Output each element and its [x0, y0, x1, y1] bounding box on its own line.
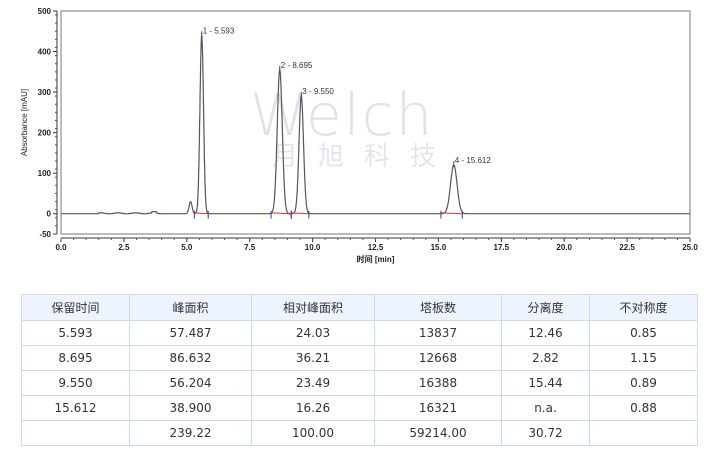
table-cell: 36.21: [251, 345, 375, 371]
table-row: 8.695 86.632 36.21 12668 2.82 1.15: [21, 345, 698, 371]
table-cell: 1.15: [589, 345, 698, 371]
table-cell: 15.44: [501, 370, 590, 396]
table-cell: 86.632: [129, 345, 252, 371]
y-tick-label: 300: [38, 88, 52, 97]
table-row: 239.22 100.00 59214.00 30.72: [21, 420, 698, 446]
table-cell: 23.49: [251, 370, 375, 396]
table-cell: 100.00: [251, 420, 375, 446]
x-tick-label: 12.5: [368, 243, 384, 252]
table-cell: 12668: [374, 345, 502, 371]
y-tick-label: -50: [39, 230, 51, 239]
signal-trace: [61, 35, 690, 215]
table-cell: n.a.: [501, 395, 590, 421]
header-asymmetry: 不对称度: [589, 294, 698, 321]
table-cell: [589, 420, 698, 446]
y-axis-label: Absorbance [mAU]: [20, 89, 29, 156]
watermark-logo: Welch: [250, 81, 434, 149]
table-cell: 9.550: [21, 370, 130, 396]
peak-baseline: [440, 212, 463, 215]
table-cell: 0.89: [589, 370, 698, 396]
table-header-row: 保留时间 峰面积 相对峰面积 塔板数 分离度 不对称度: [21, 294, 698, 321]
header-resolution: 分离度: [501, 294, 590, 321]
x-tick-label: 2.5: [118, 243, 130, 252]
x-tick-label: 0.0: [55, 243, 67, 252]
watermark-subtext: 月旭科技: [272, 142, 456, 172]
table-cell: 0.88: [589, 395, 698, 421]
x-tick-label: 20.0: [556, 243, 572, 252]
peak-label: 3 - 9.550: [302, 87, 334, 96]
table-cell: 13837: [374, 320, 502, 346]
table-cell: 16.26: [251, 395, 375, 421]
x-tick-label: 15.0: [431, 243, 447, 252]
y-tick-label: 400: [38, 48, 52, 57]
y-tick-label: 200: [38, 129, 52, 138]
table-cell: 2.82: [501, 345, 590, 371]
table-cell: 57.487: [129, 320, 252, 346]
y-tick-label: 0: [47, 210, 52, 219]
table-row: 15.612 38.900 16.26 16321 n.a. 0.88: [21, 395, 698, 421]
table-cell: 30.72: [501, 420, 590, 446]
table-cell: 12.46: [501, 320, 590, 346]
x-tick-label: 25.0: [682, 243, 698, 252]
table-row: 9.550 56.204 23.49 16388 15.44 0.89: [21, 370, 698, 396]
table-cell: 5.593: [21, 320, 130, 346]
table-cell: 16321: [374, 395, 502, 421]
table-cell: 59214.00: [374, 420, 502, 446]
peak-label: 2 - 8.695: [281, 61, 313, 70]
x-axis-label: 时间 [min]: [357, 254, 395, 264]
x-tick-label: 7.5: [244, 243, 256, 252]
header-relative-area: 相对峰面积: [251, 294, 375, 321]
peak-label: 1 - 5.593: [203, 26, 235, 35]
table-row: 5.593 57.487 24.03 13837 12.46 0.85: [21, 320, 698, 346]
table-cell: [21, 420, 130, 446]
table-cell: 56.204: [129, 370, 252, 396]
x-tick-label: 22.5: [619, 243, 635, 252]
peak-baseline: [194, 212, 209, 215]
header-retention-time: 保留时间: [21, 294, 130, 321]
table-cell: 8.695: [21, 345, 130, 371]
peak-label: 4 - 15.612: [455, 156, 492, 165]
x-tick-label: 10.0: [305, 243, 321, 252]
table-cell: 16388: [374, 370, 502, 396]
plot-frame: [60, 10, 691, 235]
y-tick-label: 100: [38, 169, 52, 178]
x-tick-label: 5.0: [181, 243, 193, 252]
table-cell: 24.03: [251, 320, 375, 346]
table-cell: 0.85: [589, 320, 698, 346]
peak-baseline: [291, 212, 309, 215]
table-cell: 38.900: [129, 395, 252, 421]
table-cell: 15.612: [21, 395, 130, 421]
header-plates: 塔板数: [374, 294, 502, 321]
peak-baseline: [271, 212, 292, 215]
peak-table: 保留时间 峰面积 相对峰面积 塔板数 分离度 不对称度 5.593 57.487 2…: [21, 294, 698, 446]
x-tick-label: 17.5: [494, 243, 510, 252]
header-peak-area: 峰面积: [129, 294, 252, 321]
table-cell: 239.22: [129, 420, 252, 446]
y-tick-label: 500: [38, 7, 52, 16]
